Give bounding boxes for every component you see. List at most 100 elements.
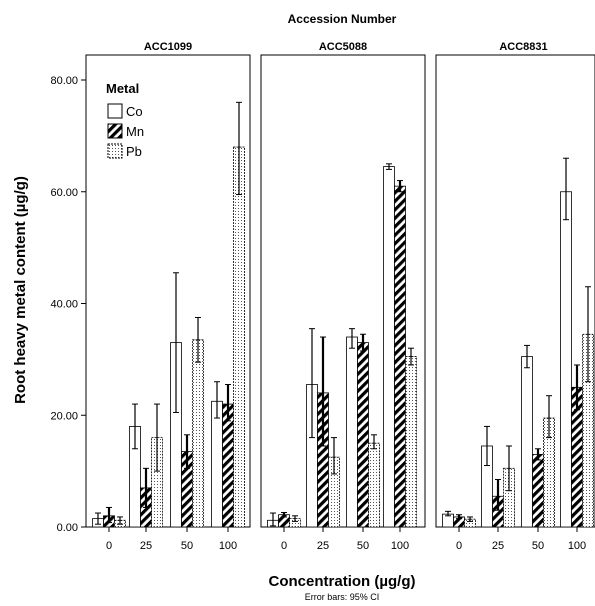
chart-title: Accession Number: [288, 12, 397, 26]
x-axis-title: Concentration (µg/g): [269, 573, 416, 590]
bar-pb: [405, 356, 417, 528]
legend-title: Metal: [106, 81, 139, 96]
legend: Metal Co Mn Pb: [106, 81, 144, 159]
error-bar: [309, 328, 315, 439]
bar-pb: [582, 333, 594, 528]
x-tick-label: 100: [219, 540, 237, 552]
legend-swatch-pb: [107, 143, 123, 159]
error-bar: [371, 434, 377, 450]
panel-title: ACC5088: [319, 41, 367, 53]
y-tick-label: 40.00: [50, 299, 78, 311]
error-bar: [195, 316, 201, 363]
error-bar: [236, 101, 242, 196]
panel-title: ACC8831: [499, 41, 547, 53]
bar-mn: [394, 185, 406, 528]
bar-mn: [357, 342, 369, 528]
error-bar: [173, 272, 179, 413]
y-tick-label: 60.00: [50, 187, 78, 199]
error-bar: [484, 425, 490, 467]
bar-co: [383, 166, 395, 528]
error-bar-note: Error bars: 95% CI: [305, 592, 380, 602]
x-tick-label: 100: [391, 540, 409, 552]
error-bar: [270, 512, 276, 527]
x-tick-label: 50: [532, 540, 544, 552]
bar-pb: [328, 456, 340, 528]
error-bar: [132, 403, 138, 450]
x-tick-label: 0: [106, 540, 112, 552]
legend-label-mn: Mn: [126, 124, 144, 139]
bar-pb: [151, 437, 163, 528]
error-bar: [386, 163, 392, 170]
error-bar: [535, 448, 541, 461]
bar-mn: [222, 403, 234, 528]
bar-co: [521, 356, 533, 528]
y-axis-title: Root heavy metal content (µg/g): [12, 176, 29, 404]
legend-swatch-mn: [107, 123, 123, 139]
bar-pb: [543, 417, 555, 528]
error-bar: [506, 445, 512, 492]
panel-title: ACC1099: [144, 41, 192, 53]
y-tick-label: 80.00: [50, 75, 78, 87]
error-bar: [467, 516, 473, 522]
error-bar: [563, 157, 569, 221]
error-bar: [225, 384, 231, 422]
legend-entry-co: Co: [107, 103, 143, 119]
error-bar: [524, 344, 530, 369]
error-bar: [408, 347, 414, 366]
error-bar: [106, 506, 112, 524]
panel-frame: [435, 54, 595, 528]
bar-pb: [464, 518, 476, 528]
error-bar: [456, 514, 462, 520]
error-bar: [117, 516, 123, 525]
legend-label-pb: Pb: [126, 144, 142, 159]
error-bar: [320, 336, 326, 447]
y-tick-label: 0.00: [57, 522, 78, 534]
bar-co: [211, 400, 223, 528]
panel-acc1099: ACC1099 0 25 50 100: [85, 41, 251, 552]
error-bar: [349, 328, 355, 349]
x-tick-label: 0: [281, 540, 287, 552]
legend-label-co: Co: [126, 104, 143, 119]
error-bar: [184, 434, 190, 469]
error-bar: [281, 511, 287, 518]
legend-entry-mn: Mn: [107, 123, 144, 139]
bar-pb: [503, 467, 515, 528]
y-axis: 0.00 20.00 40.00 60.00 80.00: [50, 75, 86, 534]
error-bar: [445, 510, 451, 517]
bar-co: [560, 191, 572, 528]
x-tick-label: 0: [456, 540, 462, 552]
panel-acc8831: ACC8831 0 25 50 100: [435, 41, 595, 552]
x-tick-label: 25: [140, 540, 152, 552]
panels: ACC1099 0 25 50 100 ACC5088 0 25 50 100 ACC8831 0 25…: [85, 41, 595, 552]
error-bar: [292, 515, 298, 522]
error-bar: [495, 479, 501, 511]
error-bar: [214, 381, 220, 419]
error-bar: [331, 437, 337, 475]
error-bar: [95, 512, 101, 525]
legend-entry-pb: Pb: [107, 143, 142, 159]
error-bar: [154, 403, 160, 472]
panel-acc5088: ACC5088 0 25 50 100: [260, 41, 426, 552]
bar-mn: [532, 453, 544, 528]
y-tick-label: 20.00: [50, 410, 78, 422]
x-tick-label: 25: [317, 540, 329, 552]
legend-swatch-co: [107, 103, 123, 119]
bar-pb: [233, 146, 245, 528]
error-bar: [360, 333, 366, 352]
error-bar: [585, 286, 591, 383]
bar-pb: [289, 518, 301, 528]
error-bar: [546, 395, 552, 439]
x-tick-label: 50: [357, 540, 369, 552]
x-tick-label: 50: [181, 540, 193, 552]
error-bar: [143, 467, 149, 508]
x-tick-label: 100: [568, 540, 586, 552]
bar-pb: [192, 339, 204, 528]
bar-pb: [368, 442, 380, 528]
bar-co: [346, 336, 358, 528]
panel-frame: [260, 54, 426, 528]
error-bar: [397, 180, 403, 193]
panel-frame: [85, 54, 251, 528]
x-tick-label: 25: [492, 540, 504, 552]
error-bar: [574, 364, 580, 411]
